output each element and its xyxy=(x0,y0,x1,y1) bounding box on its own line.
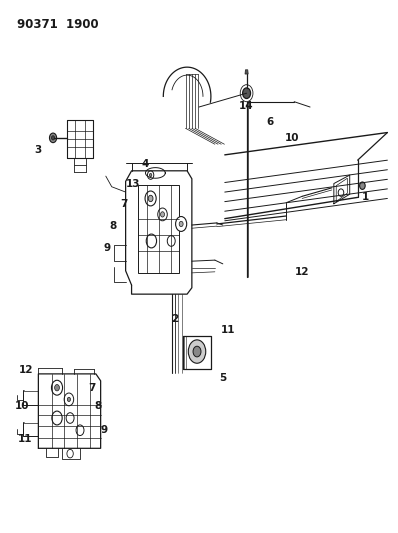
Circle shape xyxy=(149,173,152,176)
Circle shape xyxy=(67,449,73,458)
Circle shape xyxy=(148,195,153,201)
Text: 13: 13 xyxy=(126,179,141,189)
Text: 4: 4 xyxy=(142,159,149,169)
Text: 9: 9 xyxy=(100,425,107,435)
Text: 2: 2 xyxy=(171,313,178,324)
Text: 5: 5 xyxy=(219,373,226,383)
Text: 8: 8 xyxy=(94,401,101,411)
Circle shape xyxy=(179,221,183,227)
Circle shape xyxy=(52,411,62,425)
Text: 7: 7 xyxy=(120,199,127,209)
Bar xyxy=(138,185,179,273)
Circle shape xyxy=(51,136,55,140)
Text: 9: 9 xyxy=(103,243,111,253)
Circle shape xyxy=(176,216,187,231)
Circle shape xyxy=(64,393,74,406)
Circle shape xyxy=(49,133,57,143)
Text: 1: 1 xyxy=(362,192,369,203)
Circle shape xyxy=(188,340,206,364)
Text: 7: 7 xyxy=(88,383,96,393)
Text: 90371  1900: 90371 1900 xyxy=(17,18,98,31)
Text: 6: 6 xyxy=(267,117,274,127)
Polygon shape xyxy=(245,70,248,74)
Circle shape xyxy=(160,212,164,217)
Circle shape xyxy=(55,384,59,391)
Text: 11: 11 xyxy=(221,325,235,335)
Circle shape xyxy=(360,182,365,189)
Circle shape xyxy=(146,234,156,248)
Circle shape xyxy=(243,88,251,99)
Circle shape xyxy=(67,397,70,401)
Circle shape xyxy=(145,191,156,206)
Text: 10: 10 xyxy=(15,401,30,411)
Circle shape xyxy=(66,413,74,423)
Text: 12: 12 xyxy=(295,267,309,277)
Text: 11: 11 xyxy=(18,434,33,445)
Text: 8: 8 xyxy=(109,221,117,231)
Circle shape xyxy=(76,425,84,435)
Circle shape xyxy=(338,189,344,196)
Circle shape xyxy=(51,380,62,395)
Text: 14: 14 xyxy=(238,101,253,111)
Text: 3: 3 xyxy=(35,144,42,155)
Circle shape xyxy=(193,346,201,357)
Text: 12: 12 xyxy=(19,365,34,375)
Circle shape xyxy=(167,236,175,246)
Circle shape xyxy=(147,171,154,179)
Text: 10: 10 xyxy=(285,133,299,143)
Circle shape xyxy=(158,208,167,221)
